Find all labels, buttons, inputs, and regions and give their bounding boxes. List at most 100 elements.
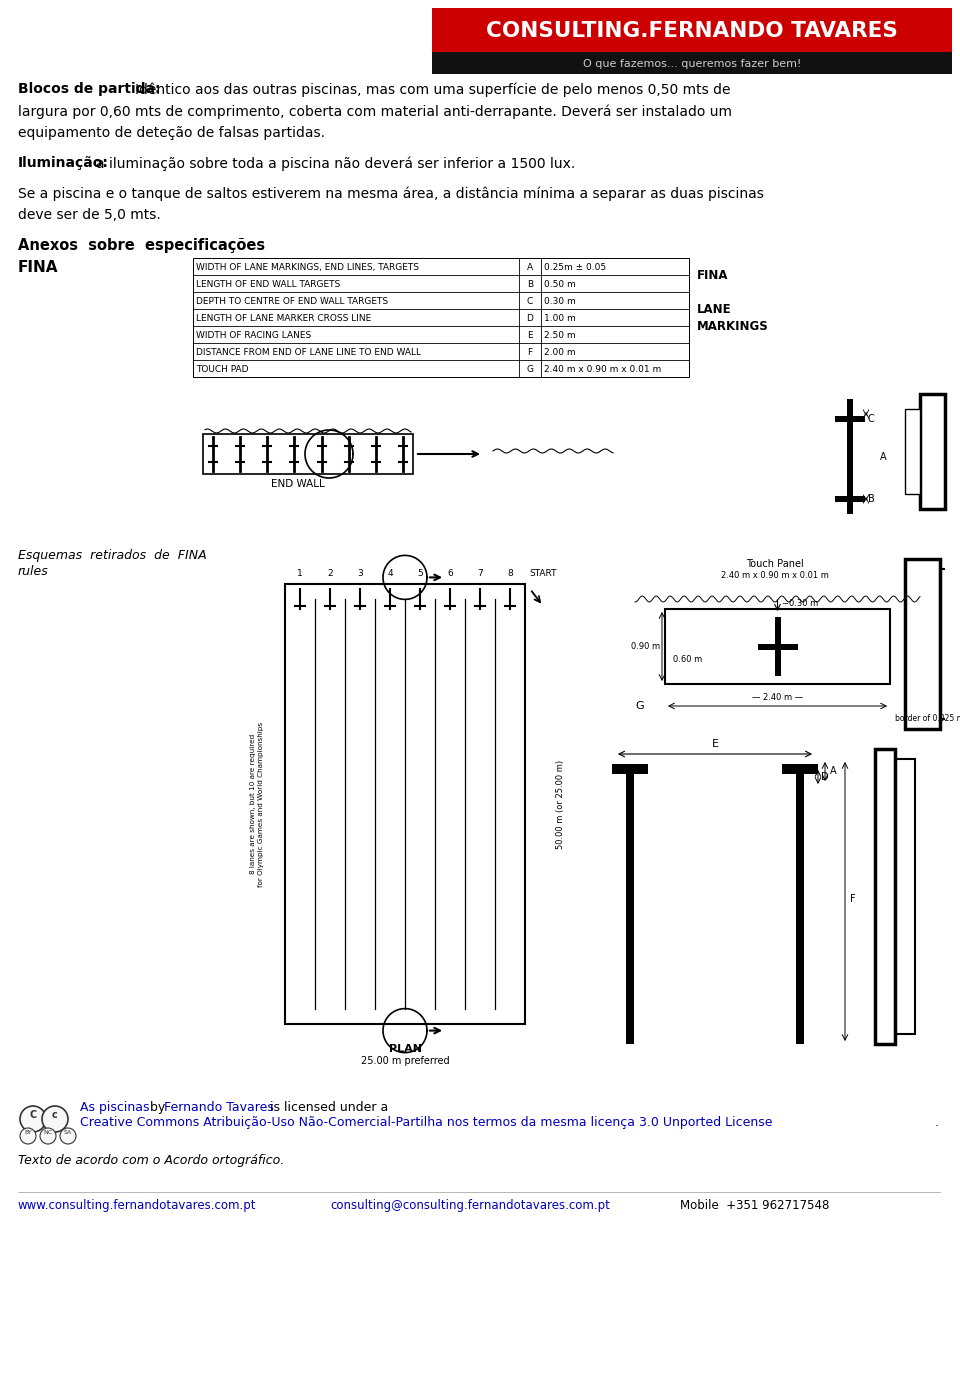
Bar xyxy=(757,644,798,650)
Text: consulting@consulting.fernandotavares.com.pt: consulting@consulting.fernandotavares.co… xyxy=(330,1199,610,1212)
Text: DEPTH TO CENTRE OF END WALL TARGETS: DEPTH TO CENTRE OF END WALL TARGETS xyxy=(196,297,388,305)
Text: −0.30 m: −0.30 m xyxy=(782,600,819,608)
Text: by: by xyxy=(146,1101,169,1115)
Text: DISTANCE FROM END OF LANE LINE TO END WALL: DISTANCE FROM END OF LANE LINE TO END WA… xyxy=(196,348,421,357)
Text: 7: 7 xyxy=(477,569,483,577)
Text: D: D xyxy=(821,772,828,781)
Text: Idêntico aos das outras piscinas, mas com uma superfície de pelo menos 0,50 mts : Idêntico aos das outras piscinas, mas co… xyxy=(135,82,731,97)
Bar xyxy=(905,559,940,729)
Text: F: F xyxy=(527,348,533,357)
Text: 0.60 m: 0.60 m xyxy=(673,655,703,663)
Bar xyxy=(940,569,958,719)
Text: 4: 4 xyxy=(387,569,393,577)
Text: MARKINGS: MARKINGS xyxy=(697,319,769,333)
Text: F: F xyxy=(850,894,855,904)
Text: Touch Panel: Touch Panel xyxy=(746,559,804,569)
Text: TOUCH PAD: TOUCH PAD xyxy=(196,365,249,373)
Bar xyxy=(775,618,780,676)
Text: 2: 2 xyxy=(327,569,333,577)
Text: A: A xyxy=(830,766,836,776)
Text: 2.00 m: 2.00 m xyxy=(544,348,576,357)
Bar xyxy=(875,750,895,1044)
Text: border of 0.025 m: border of 0.025 m xyxy=(895,713,960,723)
Circle shape xyxy=(20,1128,36,1144)
Bar xyxy=(203,434,413,473)
Bar xyxy=(920,394,945,509)
Text: Fernando Tavares: Fernando Tavares xyxy=(164,1101,274,1115)
Text: C: C xyxy=(30,1110,36,1120)
Text: Mobile  +351 962717548: Mobile +351 962717548 xyxy=(680,1199,829,1212)
Bar xyxy=(665,609,890,684)
Text: As piscinas: As piscinas xyxy=(80,1101,150,1115)
Bar xyxy=(285,584,525,1024)
Text: FINA: FINA xyxy=(18,260,59,275)
Text: largura por 0,60 mts de comprimento, coberta com material anti-derrapante. Dever: largura por 0,60 mts de comprimento, cob… xyxy=(18,104,732,118)
Text: Texto de acordo com o Acordo ortográfico.: Texto de acordo com o Acordo ortográfico… xyxy=(18,1153,284,1167)
Text: 2.40 m x 0.90 m x 0.01 m: 2.40 m x 0.90 m x 0.01 m xyxy=(544,365,661,373)
Text: CONSULTING.FERNANDO TAVARES: CONSULTING.FERNANDO TAVARES xyxy=(486,21,898,42)
Bar xyxy=(895,759,915,1034)
Text: c: c xyxy=(52,1110,58,1120)
Text: Anexos  sobre  especificações: Anexos sobre especificações xyxy=(18,237,265,253)
Text: — 2.40 m —: — 2.40 m — xyxy=(752,693,804,702)
Bar xyxy=(905,409,920,494)
Text: G: G xyxy=(526,365,534,373)
Text: Se a piscina e o tanque de saltos estiverem na mesma área, a distância mínima a : Se a piscina e o tanque de saltos estive… xyxy=(18,186,764,200)
Text: END WALL: END WALL xyxy=(271,479,324,489)
Text: 2.50 m: 2.50 m xyxy=(544,330,576,340)
Circle shape xyxy=(60,1128,76,1144)
Text: 3: 3 xyxy=(357,569,363,577)
Text: 50.00 m (or 25.00 m): 50.00 m (or 25.00 m) xyxy=(556,759,564,848)
Bar xyxy=(835,496,865,502)
Text: WIDTH OF LANE MARKINGS, END LINES, TARGETS: WIDTH OF LANE MARKINGS, END LINES, TARGE… xyxy=(196,262,419,272)
Text: Blocos de partida:: Blocos de partida: xyxy=(18,82,160,96)
Text: 8: 8 xyxy=(507,569,513,577)
Text: is licensed under a: is licensed under a xyxy=(266,1101,393,1115)
Text: .: . xyxy=(935,1116,939,1128)
Text: Iluminação:: Iluminação: xyxy=(18,155,108,169)
Text: Esquemas  retirados  de  FINA: Esquemas retirados de FINA xyxy=(18,550,206,562)
Text: NC: NC xyxy=(43,1130,53,1135)
Text: SA: SA xyxy=(64,1130,72,1135)
Text: WIDTH OF RACING LANES: WIDTH OF RACING LANES xyxy=(196,330,311,340)
Circle shape xyxy=(40,1128,56,1144)
Text: 1: 1 xyxy=(298,569,302,577)
Text: 0.90 m: 0.90 m xyxy=(631,643,660,651)
Text: 0.50 m: 0.50 m xyxy=(544,280,576,289)
Text: E: E xyxy=(711,738,718,750)
Text: START: START xyxy=(529,569,557,577)
Text: deve ser de 5,0 mts.: deve ser de 5,0 mts. xyxy=(18,208,160,222)
Text: rules: rules xyxy=(18,565,49,577)
Text: Creative Commons Atribuição-Uso Não-Comercial-Partilha nos termos da mesma licen: Creative Commons Atribuição-Uso Não-Come… xyxy=(80,1116,773,1128)
Text: 6: 6 xyxy=(447,569,453,577)
Text: BY: BY xyxy=(24,1130,32,1135)
Text: 0.25m ± 0.05: 0.25m ± 0.05 xyxy=(544,262,606,272)
Text: PLAN: PLAN xyxy=(389,1044,421,1053)
Bar xyxy=(796,769,804,1044)
Text: LANE: LANE xyxy=(697,303,732,315)
Text: a iluminação sobre toda a piscina não deverá ser inferior a 1500 lux.: a iluminação sobre toda a piscina não de… xyxy=(96,155,575,171)
Text: 2.40 m x 0.90 m x 0.01 m: 2.40 m x 0.90 m x 0.01 m xyxy=(721,570,828,580)
Bar xyxy=(612,763,648,775)
Text: 25.00 m preferred: 25.00 m preferred xyxy=(361,1056,449,1066)
Text: G: G xyxy=(635,701,643,711)
Text: 0.30 m: 0.30 m xyxy=(544,297,576,305)
Text: C: C xyxy=(868,414,875,423)
Circle shape xyxy=(42,1106,68,1133)
Bar xyxy=(782,763,818,775)
Text: 8 lanes are shown, but 10 are required
for Olympic Games and World Championships: 8 lanes are shown, but 10 are required f… xyxy=(251,722,263,887)
Text: C: C xyxy=(527,297,533,305)
Text: 5: 5 xyxy=(418,569,422,577)
Text: B: B xyxy=(868,494,875,504)
Bar xyxy=(432,51,952,74)
Text: FINA: FINA xyxy=(697,268,729,282)
Text: O que fazemos... queremos fazer bem!: O que fazemos... queremos fazer bem! xyxy=(583,60,802,69)
Text: B: B xyxy=(527,280,533,289)
Text: A: A xyxy=(880,451,887,461)
Bar xyxy=(847,398,853,514)
Text: E: E xyxy=(527,330,533,340)
Bar xyxy=(835,416,865,422)
Text: A: A xyxy=(527,262,533,272)
Bar xyxy=(432,8,952,51)
Text: LENGTH OF LANE MARKER CROSS LINE: LENGTH OF LANE MARKER CROSS LINE xyxy=(196,314,372,323)
